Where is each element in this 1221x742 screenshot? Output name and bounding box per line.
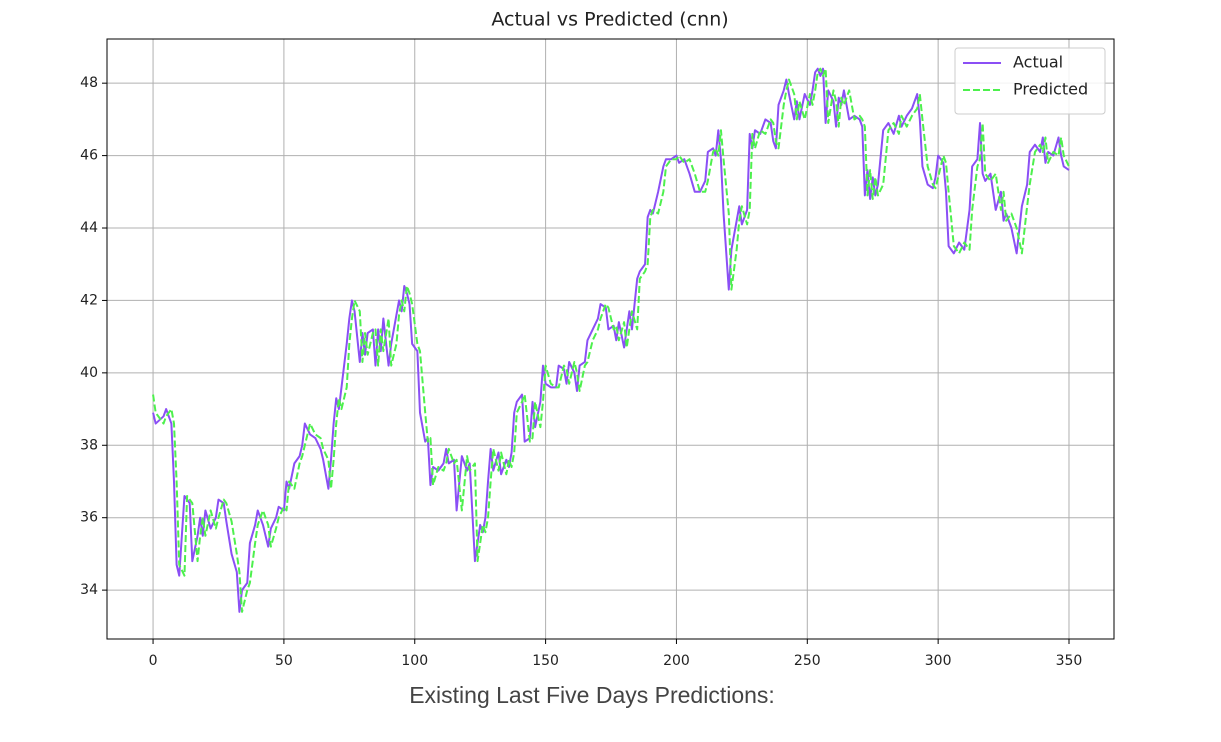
x-tick-label: 300 <box>925 653 952 669</box>
x-tick-label: 250 <box>794 653 821 669</box>
plot-frame <box>106 38 1115 640</box>
y-tick-label: 42 <box>80 292 98 308</box>
legend-label: Predicted <box>1013 80 1088 99</box>
series-line <box>152 67 1070 613</box>
caption: Existing Last Five Days Predictions: <box>409 682 775 708</box>
y-tick-label: 48 <box>80 75 98 91</box>
legend-box <box>954 47 1106 115</box>
legend: Actual Predicted <box>954 47 1106 115</box>
chart-title: Actual vs Predicted (cnn) <box>491 9 728 31</box>
x-tick-label: 350 <box>1056 653 1083 669</box>
series-line <box>152 67 1070 613</box>
legend-label: Actual <box>1013 53 1063 72</box>
y-tick-label: 40 <box>80 365 98 381</box>
y-tick-label: 44 <box>80 220 98 236</box>
y-tick-label: 38 <box>80 437 98 453</box>
x-tick-label: 150 <box>532 653 559 669</box>
x-tick-label: 0 <box>149 653 158 669</box>
y-tick-label: 36 <box>80 510 98 526</box>
x-tick-label: 50 <box>275 653 293 669</box>
y-tick-label: 46 <box>80 148 98 164</box>
x-tick-label: 100 <box>401 653 428 669</box>
x-tick-label: 200 <box>663 653 690 669</box>
y-tick-label: 34 <box>80 582 98 598</box>
